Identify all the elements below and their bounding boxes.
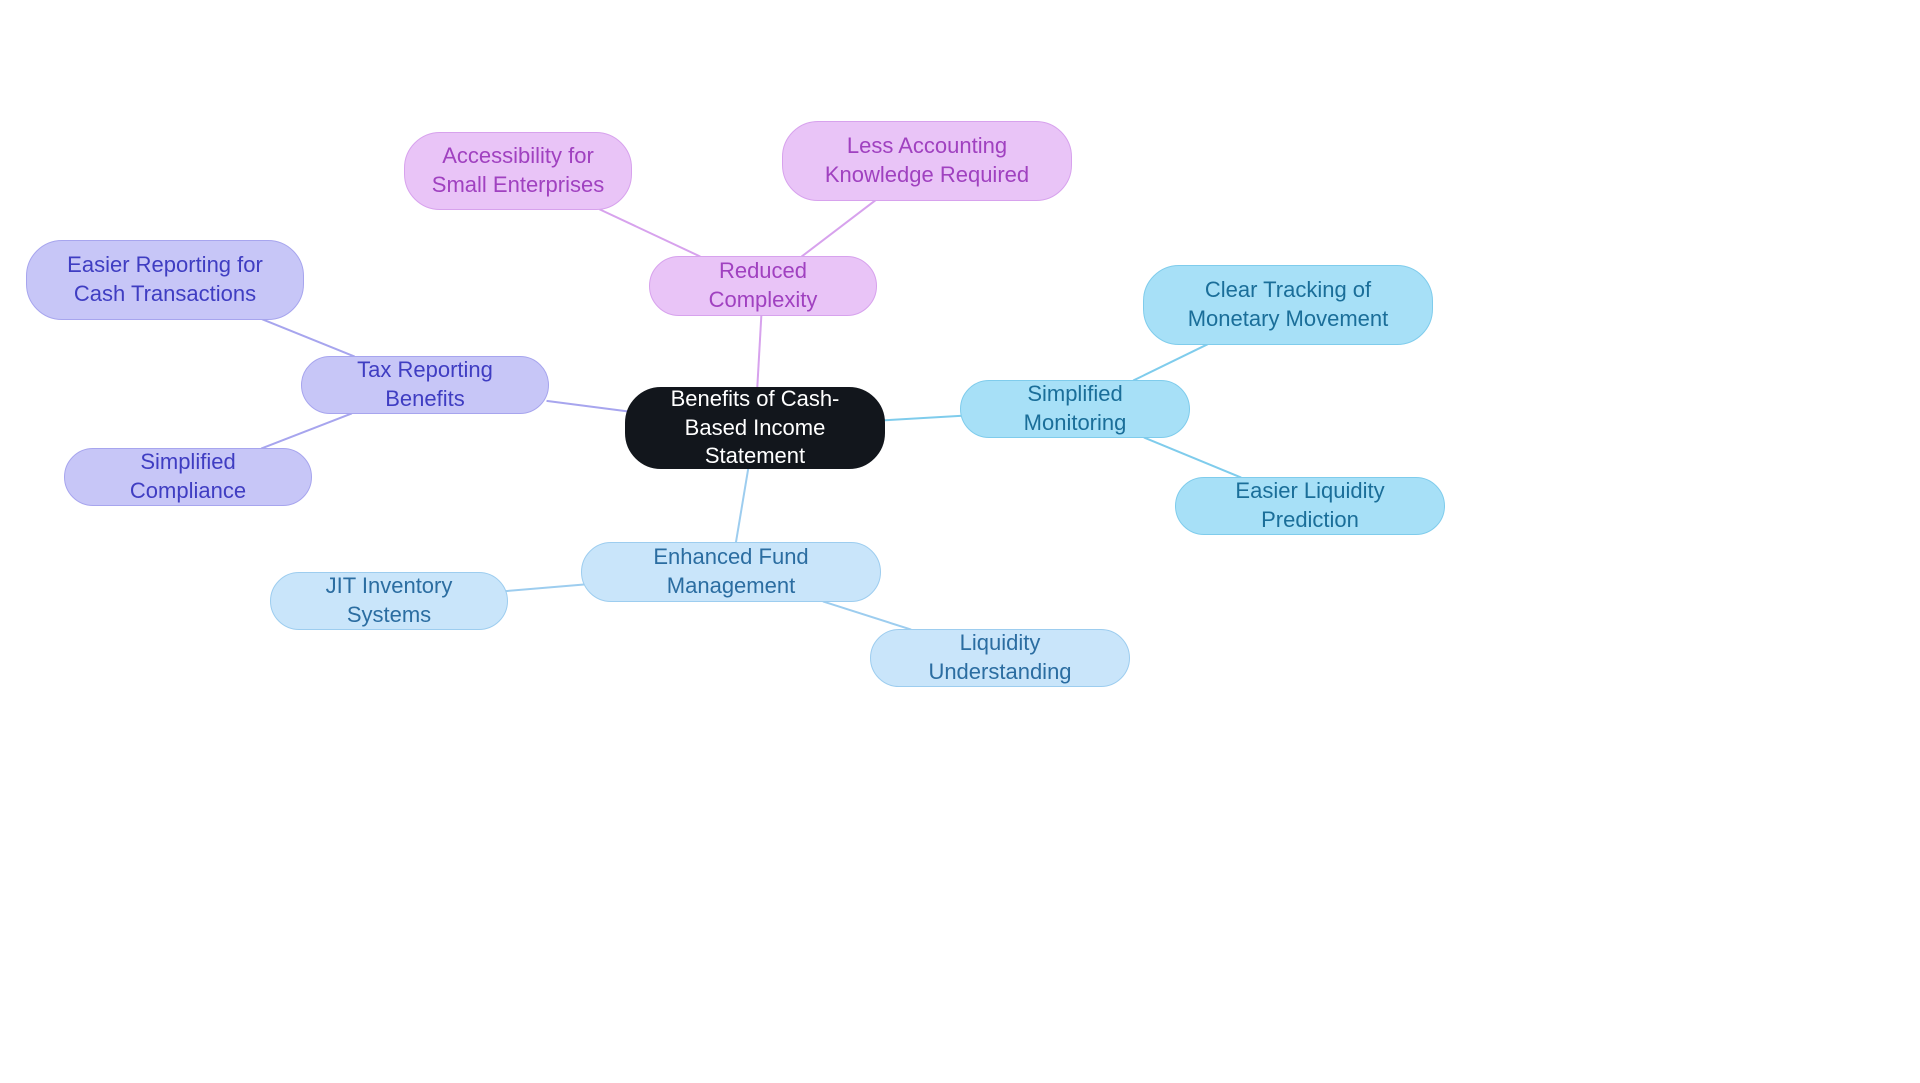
node-tax-reporting: Tax Reporting Benefits [301,356,549,414]
node-label: Simplified Monitoring [985,380,1165,437]
node-easier-liquidity: Easier Liquidity Prediction [1175,477,1445,535]
node-label: Tax Reporting Benefits [326,356,524,413]
edge-tax-reporting-to-simplified-compliance [261,413,352,448]
edge-tax-reporting-to-easier-reporting [262,319,355,356]
edge-center-to-tax-reporting [547,401,628,412]
node-reduced-complexity: Reduced Complexity [649,256,877,316]
node-accessibility: Accessibility for Small Enterprises [404,132,632,210]
edge-reduced-complexity-to-accessibility [599,209,700,256]
node-label: Liquidity Understanding [895,629,1105,686]
node-less-knowledge: Less Accounting Knowledge Required [782,121,1072,201]
node-clear-tracking: Clear Tracking of Monetary Movement [1143,265,1433,345]
edge-center-to-reduced-complexity [757,315,761,387]
edge-center-to-simplified-monitoring [882,416,962,421]
node-enhanced-fund: Enhanced Fund Management [581,542,881,602]
edge-center-to-enhanced-fund [736,468,748,542]
edge-simplified-monitoring-to-easier-liquidity [1144,437,1241,477]
node-center: Benefits of Cash-Based Income Statement [625,387,885,469]
edge-enhanced-fund-to-liquidity-understanding [823,601,911,629]
node-label: Benefits of Cash-Based Income Statement [650,385,860,471]
node-label: Accessibility for Small Enterprises [429,142,607,199]
node-label: Simplified Compliance [89,448,287,505]
node-easier-reporting: Easier Reporting for Cash Transactions [26,240,304,320]
node-simplified-compliance: Simplified Compliance [64,448,312,506]
node-label: Enhanced Fund Management [606,543,856,600]
node-label: Clear Tracking of Monetary Movement [1168,276,1408,333]
node-label: Easier Liquidity Prediction [1200,477,1420,534]
edge-simplified-monitoring-to-clear-tracking [1133,344,1208,380]
edge-enhanced-fund-to-jit-inventory [506,584,584,591]
node-simplified-monitoring: Simplified Monitoring [960,380,1190,438]
node-label: Reduced Complexity [674,257,852,314]
edge-reduced-complexity-to-less-knowledge [802,200,876,256]
node-label: JIT Inventory Systems [295,572,483,629]
node-label: Easier Reporting for Cash Transactions [51,251,279,308]
node-liquidity-understanding: Liquidity Understanding [870,629,1130,687]
node-jit-inventory: JIT Inventory Systems [270,572,508,630]
node-label: Less Accounting Knowledge Required [807,132,1047,189]
